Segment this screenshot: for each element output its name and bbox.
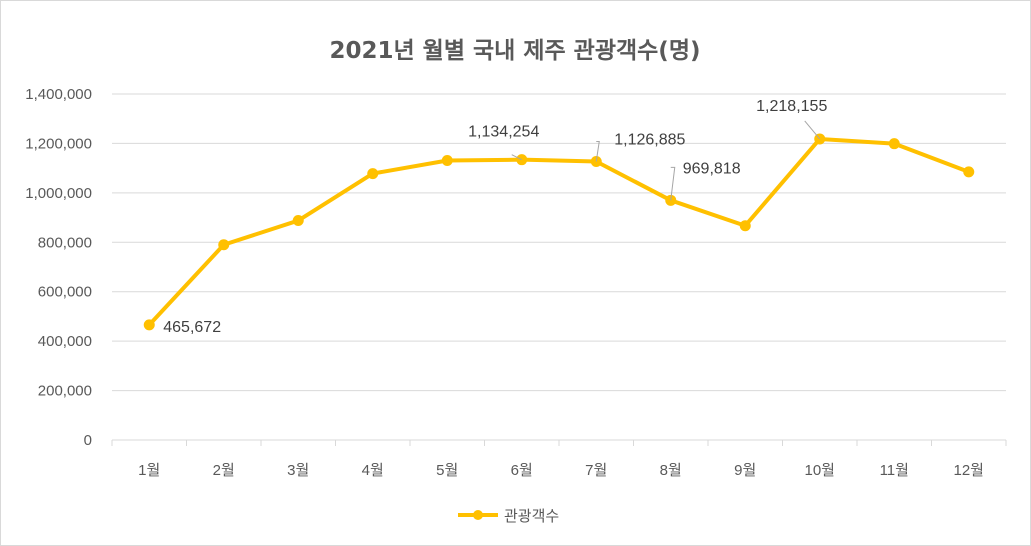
data-label-leader-line [595, 140, 600, 162]
data-point [963, 166, 975, 178]
series-layer [143, 133, 975, 331]
data-point [367, 168, 379, 180]
data-label: 1,134,254 [468, 124, 539, 141]
y-tick-label: 400,000 [38, 333, 92, 350]
data-label-leader-line [511, 154, 522, 161]
x-tick-label: 5월 [436, 462, 458, 479]
y-tick-label: 1,000,000 [25, 185, 92, 202]
y-tick-label: 800,000 [38, 234, 92, 251]
x-tick-label: 4월 [362, 462, 384, 479]
x-tick-label: 1월 [138, 462, 160, 479]
legend: 관광객수 [458, 507, 559, 525]
data-point [292, 215, 304, 227]
x-tick-label: 10월 [805, 462, 836, 479]
axes: 0 200,000 400,000 600,000 800,000 1,000,000 1,… [25, 86, 1007, 479]
data-label: 1,218,155 [756, 98, 827, 115]
data-label: 1,126,885 [614, 131, 685, 148]
data-labels: 465,672 1,134,254 1,126,885 969,818 1,218,15… [163, 98, 827, 336]
y-tick-label: 1,200,000 [25, 135, 92, 152]
x-tick-label: 9월 [734, 462, 756, 479]
x-tick-label: 12월 [954, 462, 985, 479]
gridlines [112, 93, 1006, 392]
data-label: 465,672 [163, 319, 221, 336]
legend-label: 관광객수 [504, 507, 559, 525]
x-tick-label: 3월 [287, 462, 309, 479]
data-label-leader-line [670, 166, 676, 201]
data-point [441, 154, 453, 166]
data-point [739, 220, 751, 232]
chart-title: 2021년 월별 국내 제주 관광객수(명) [330, 38, 701, 64]
data-label-leader-line [804, 120, 821, 140]
legend-marker-swatch [473, 510, 483, 520]
data-label: 969,818 [683, 160, 741, 177]
series-line [147, 136, 971, 327]
data-point [218, 239, 230, 251]
data-point [143, 319, 155, 331]
y-tick-label: 600,000 [38, 284, 92, 301]
x-tick-label: 7월 [585, 462, 607, 479]
x-tick-label: 2월 [213, 462, 235, 479]
data-point [888, 138, 900, 150]
y-tick-label: 0 [84, 432, 92, 449]
x-tick-label: 8월 [660, 462, 682, 479]
x-tick-label: 6월 [511, 462, 533, 479]
y-tick-label: 1,400,000 [25, 86, 92, 103]
y-tick-label: 200,000 [38, 383, 92, 400]
x-tick-label: 11월 [880, 462, 909, 479]
